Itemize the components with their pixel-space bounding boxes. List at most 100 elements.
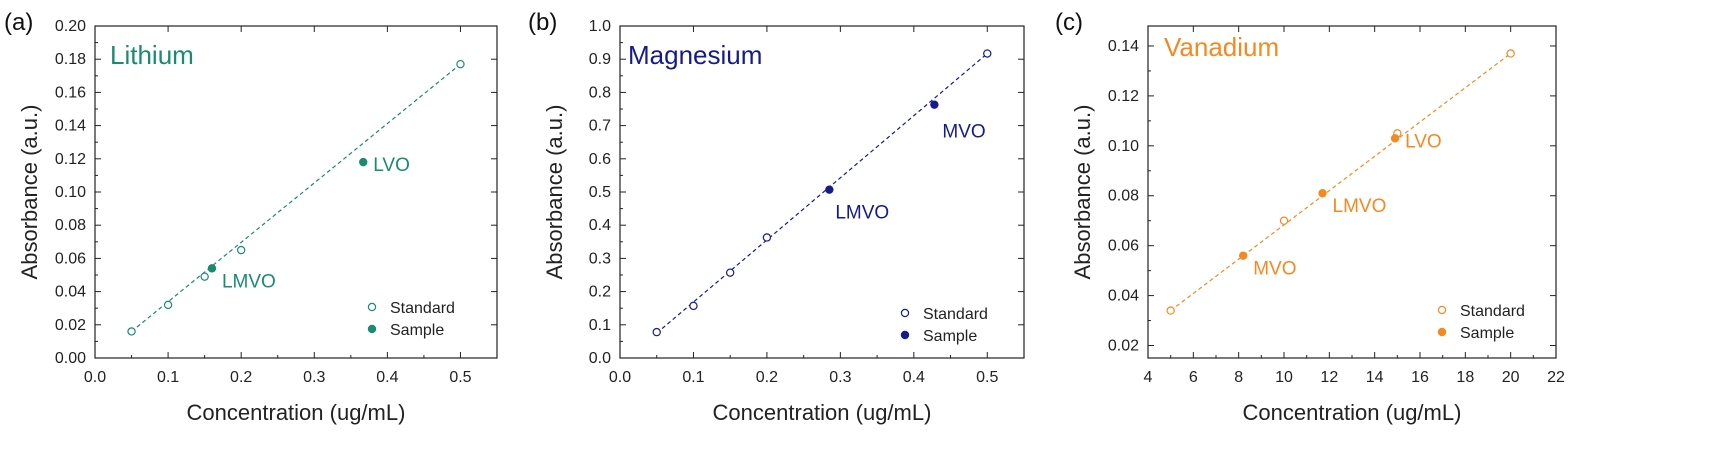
x-tick-label: 8 bbox=[1234, 369, 1243, 386]
element-title: Lithium bbox=[110, 40, 194, 70]
y-tick-label: 0.18 bbox=[55, 51, 86, 68]
sample-point bbox=[1390, 134, 1400, 143]
y-tick-label: 0.08 bbox=[1108, 188, 1139, 205]
x-tick-label: 12 bbox=[1320, 369, 1338, 386]
y-axis-title: Absorbance (a.u.) bbox=[542, 105, 567, 280]
legend-label: Sample bbox=[390, 322, 444, 339]
y-tick-label: 0.14 bbox=[1108, 38, 1139, 55]
sample-point bbox=[1318, 189, 1327, 198]
legend-marker bbox=[900, 330, 910, 340]
chart-panel-vanadium: 4 6 8 10 12 14 16 18 20 22 0.02 0.04 0.06 0.08 0.10 0.1… bbox=[1055, 9, 1565, 425]
standard-point bbox=[1279, 216, 1289, 225]
sample-label: MVO bbox=[1253, 259, 1296, 280]
y-tick-label: 0.9 bbox=[589, 51, 611, 68]
panel-label: (c) bbox=[1055, 9, 1083, 36]
chart-panel-magnesium: 0.0 0.1 0.2 0.3 0.4 0.5 0.0 0.1 0.2 0.3 0.4 0.5 0.6 0… bbox=[528, 9, 1025, 425]
standard-point bbox=[652, 327, 661, 337]
y-tick-label: 0.3 bbox=[589, 250, 611, 267]
sample-label: MVO bbox=[942, 122, 985, 143]
sample-label: LMVO bbox=[835, 203, 889, 224]
y-tick-label: 0.2 bbox=[589, 284, 611, 301]
y-tick-label: 0.8 bbox=[589, 84, 611, 101]
panel-label: (a) bbox=[4, 9, 33, 36]
y-tick-label: 0.08 bbox=[55, 217, 86, 234]
x-tick-label: 4 bbox=[1144, 369, 1153, 386]
standard-point bbox=[762, 233, 772, 242]
y-tick-label: 0.7 bbox=[589, 118, 611, 135]
element-title: Magnesium bbox=[628, 40, 762, 70]
legend-marker bbox=[367, 324, 377, 334]
y-tick-label: 0.12 bbox=[1108, 88, 1139, 105]
y-axis-title: Absorbance (a.u.) bbox=[1070, 105, 1095, 280]
x-axis-title: Concentration (ug/mL) bbox=[713, 400, 932, 425]
y-tick-label: 0.5 bbox=[589, 184, 611, 201]
legend-label: Standard bbox=[390, 300, 455, 317]
standard-point bbox=[236, 245, 246, 255]
y-tick-label: 0.06 bbox=[1108, 238, 1139, 255]
y-tick-label: 0.12 bbox=[55, 151, 86, 168]
x-tick-label: 22 bbox=[1547, 369, 1565, 386]
standard-point bbox=[1506, 49, 1515, 58]
x-tick-label: 0.2 bbox=[230, 369, 252, 386]
sample-point bbox=[930, 100, 939, 109]
sample-label: LMVO bbox=[1333, 196, 1387, 217]
x-tick-label: 10 bbox=[1275, 369, 1293, 386]
x-tick-label: 0.5 bbox=[976, 369, 998, 386]
sample-label: LVO bbox=[1405, 131, 1442, 152]
fit-line bbox=[656, 53, 988, 334]
x-tick-label: 0.5 bbox=[449, 369, 471, 386]
y-tick-label: 1.0 bbox=[589, 18, 611, 35]
sample-point bbox=[825, 185, 834, 194]
y-tick-label: 0.00 bbox=[55, 350, 86, 367]
sample-label: LVO bbox=[373, 155, 410, 176]
y-tick-label: 0.6 bbox=[589, 151, 611, 168]
y-tick-label: 0.0 bbox=[589, 350, 611, 367]
fit-line bbox=[1170, 52, 1512, 312]
y-tick-label: 0.10 bbox=[1108, 138, 1139, 155]
x-tick-label: 16 bbox=[1411, 369, 1429, 386]
standard-point bbox=[200, 272, 209, 281]
legend-label: Sample bbox=[923, 328, 977, 345]
chart-panel-lithium: 0.0 0.1 0.2 0.3 0.4 0.5 0.00 0.02 0.04 0.06 0.08 0.… bbox=[4, 9, 498, 425]
sample-point bbox=[1238, 251, 1248, 260]
legend-marker bbox=[1437, 327, 1447, 337]
y-tick-label: 0.14 bbox=[55, 118, 86, 135]
legend-marker bbox=[900, 308, 910, 318]
x-tick-label: 0.0 bbox=[609, 369, 631, 386]
sample-label: LMVO bbox=[222, 271, 276, 292]
standard-point bbox=[127, 327, 136, 336]
legend-label: Standard bbox=[923, 306, 988, 323]
x-tick-label: 20 bbox=[1502, 369, 1520, 386]
x-tick-label: 0.4 bbox=[376, 369, 398, 386]
sample-point bbox=[207, 264, 217, 273]
x-axis-title: Concentration (ug/mL) bbox=[187, 400, 406, 425]
y-tick-label: 0.06 bbox=[55, 250, 86, 267]
y-tick-label: 0.20 bbox=[55, 18, 86, 35]
standard-point bbox=[1166, 306, 1175, 315]
x-tick-label: 0.1 bbox=[157, 369, 179, 386]
sample-point bbox=[359, 157, 368, 167]
y-tick-label: 0.16 bbox=[55, 84, 86, 101]
y-tick-label: 0.10 bbox=[55, 184, 86, 201]
x-tick-label: 0.0 bbox=[84, 369, 106, 386]
x-tick-label: 6 bbox=[1189, 369, 1198, 386]
standard-point bbox=[163, 300, 173, 310]
y-tick-label: 0.4 bbox=[589, 217, 611, 234]
x-tick-label: 14 bbox=[1366, 369, 1384, 386]
legend-label: Standard bbox=[1460, 303, 1525, 320]
y-tick-label: 0.1 bbox=[589, 317, 611, 334]
y-tick-label: 0.02 bbox=[1108, 338, 1139, 355]
legend-marker bbox=[1437, 305, 1447, 315]
y-tick-label: 0.04 bbox=[1108, 288, 1139, 305]
y-tick-label: 0.02 bbox=[55, 317, 86, 334]
y-tick-label: 0.04 bbox=[55, 284, 86, 301]
x-tick-label: 0.2 bbox=[756, 369, 778, 386]
x-tick-label: 0.3 bbox=[303, 369, 325, 386]
legend-label: Sample bbox=[1460, 325, 1514, 342]
element-title: Vanadium bbox=[1164, 32, 1279, 62]
x-axis-title: Concentration (ug/mL) bbox=[1243, 400, 1462, 425]
legend-marker bbox=[367, 302, 377, 312]
standard-point bbox=[983, 49, 992, 58]
x-tick-label: 0.3 bbox=[829, 369, 851, 386]
